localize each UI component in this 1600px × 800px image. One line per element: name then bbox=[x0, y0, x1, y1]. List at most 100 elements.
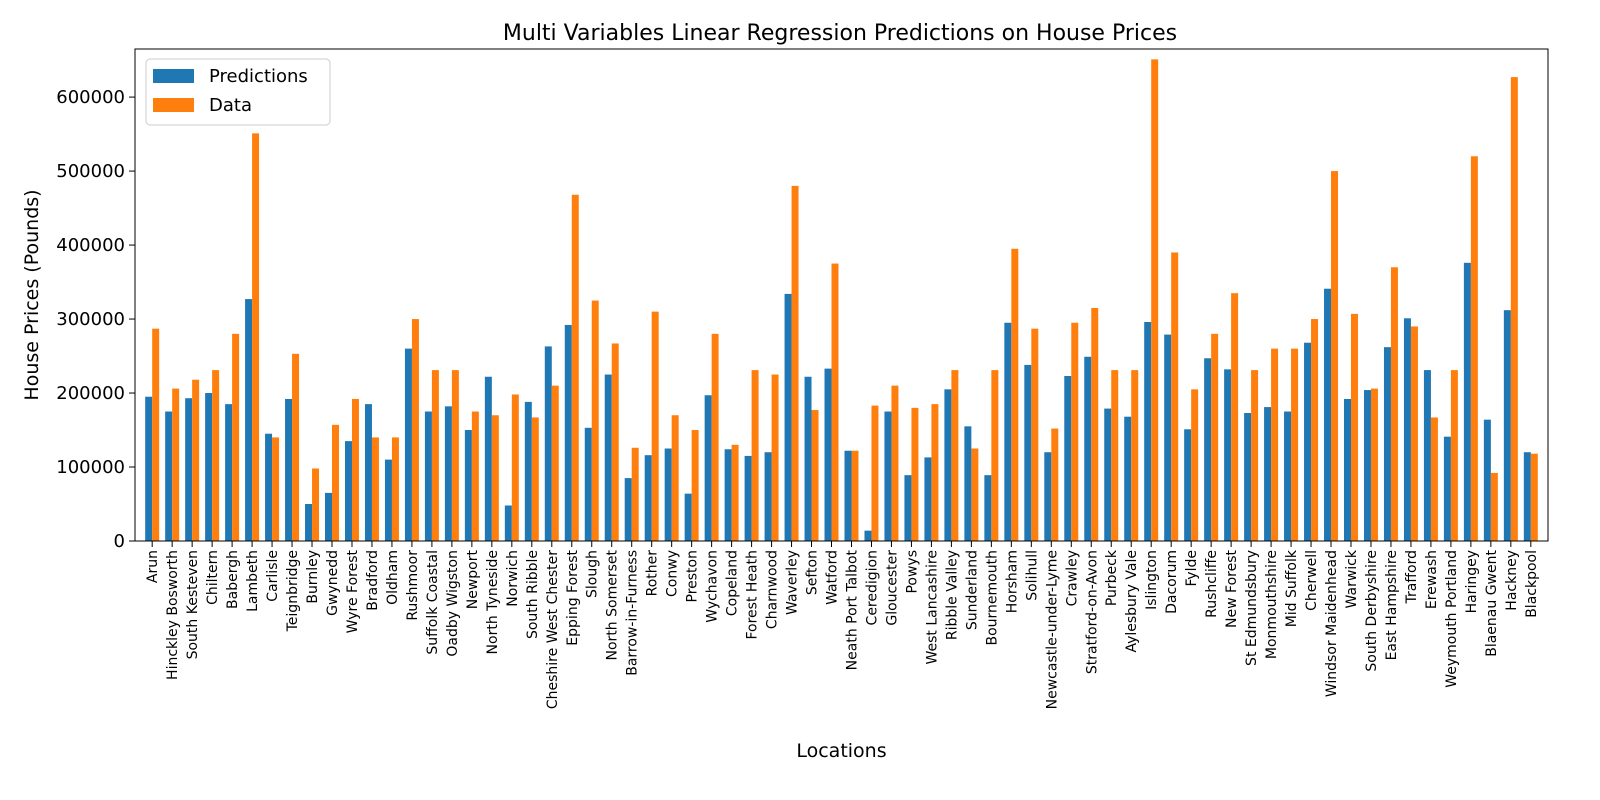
legend-label-predictions: Predictions bbox=[209, 66, 308, 87]
x-tick-label: Rushcliffe bbox=[1204, 550, 1220, 618]
bar-predictions bbox=[824, 368, 832, 541]
bar-data bbox=[1370, 388, 1378, 541]
bar-predictions bbox=[744, 455, 752, 541]
x-tick-label: Islington bbox=[1144, 550, 1160, 610]
bar-predictions bbox=[1423, 370, 1431, 541]
x-tick-label: Wyre Forest bbox=[345, 549, 361, 633]
x-tick-label: Bournemouth bbox=[984, 550, 1000, 645]
bar-predictions bbox=[245, 299, 253, 541]
bar-data bbox=[1051, 428, 1059, 541]
bar-data bbox=[1091, 307, 1099, 541]
x-tick-label: Burnley bbox=[305, 550, 321, 604]
bar-data bbox=[1151, 59, 1159, 541]
x-tick-label: Sefton bbox=[805, 550, 821, 595]
bar-data bbox=[252, 133, 260, 542]
bar-predictions bbox=[724, 449, 732, 541]
x-tick-label: Monmouthshire bbox=[1264, 550, 1280, 659]
x-tick-label: Blackpool bbox=[1524, 550, 1540, 618]
legend-label-data: Data bbox=[209, 95, 252, 116]
x-tick-label: Conwy bbox=[665, 550, 681, 597]
bar-data bbox=[371, 437, 379, 541]
bar-data bbox=[1211, 333, 1219, 541]
bar-data bbox=[611, 343, 619, 541]
bar-data bbox=[1530, 453, 1538, 541]
bar-predictions bbox=[404, 348, 412, 541]
x-tick-label: Copeland bbox=[725, 550, 741, 616]
y-tick-label: 0 bbox=[114, 531, 125, 552]
x-tick-label: Bradford bbox=[365, 550, 381, 611]
x-tick-label: North Somerset bbox=[605, 549, 621, 660]
bar-predictions bbox=[1004, 322, 1012, 541]
x-tick-label: Mid Suffolk bbox=[1284, 549, 1300, 627]
bar-predictions bbox=[764, 452, 772, 541]
bar-data bbox=[1191, 389, 1199, 541]
x-tick-label: Hinckley Bosworth bbox=[165, 550, 181, 680]
bar-data bbox=[911, 407, 919, 541]
bar-data bbox=[1291, 348, 1299, 541]
x-tick-label: Windsor Maidenhead bbox=[1324, 550, 1340, 697]
x-tick-label: Suffolk Coastal bbox=[425, 550, 441, 655]
x-tick-label: Barrow-in-Furness bbox=[625, 550, 641, 676]
x-tick-label: Preston bbox=[685, 550, 701, 602]
bar-data bbox=[1271, 348, 1279, 541]
bar-predictions bbox=[1144, 322, 1152, 541]
bar-predictions bbox=[804, 376, 812, 541]
bar-predictions bbox=[1084, 356, 1092, 541]
bar-data bbox=[511, 394, 519, 541]
bar-predictions bbox=[964, 426, 972, 541]
bar-data bbox=[651, 311, 659, 541]
bar-data bbox=[851, 450, 859, 541]
bar-data bbox=[1011, 248, 1019, 541]
x-tick-label: South Kesteven bbox=[185, 550, 201, 659]
bar-data bbox=[791, 185, 799, 541]
bar-data bbox=[1071, 322, 1079, 541]
bar-data bbox=[671, 415, 679, 541]
bar-data bbox=[1111, 370, 1119, 541]
x-tick-label: Hackney bbox=[1504, 550, 1520, 611]
x-axis-label: Locations bbox=[796, 740, 886, 762]
bar-predictions bbox=[1403, 318, 1411, 541]
bar-data bbox=[711, 333, 719, 541]
x-tick-label: Babergh bbox=[225, 550, 241, 609]
bar-predictions bbox=[1503, 310, 1511, 541]
bar-predictions bbox=[984, 475, 992, 541]
x-tick-label: Wychavon bbox=[705, 550, 721, 623]
bar-predictions bbox=[1463, 262, 1471, 541]
bar-data bbox=[351, 398, 359, 541]
bar-data bbox=[1450, 370, 1458, 541]
x-tick-label: Neath Port Talbot bbox=[844, 549, 860, 670]
x-tick-label: Arun bbox=[145, 550, 161, 583]
bar-predictions bbox=[644, 455, 652, 541]
plot-frame bbox=[134, 48, 1549, 542]
bar-predictions bbox=[1483, 419, 1491, 541]
x-tick-label: Fylde bbox=[1184, 550, 1200, 586]
bar-predictions bbox=[325, 492, 333, 541]
x-tick-label: Slough bbox=[585, 550, 601, 598]
bar-predictions bbox=[265, 433, 273, 541]
y-tick-label: 300000 bbox=[56, 309, 125, 330]
bar-data bbox=[1231, 293, 1239, 541]
bar-data bbox=[411, 319, 419, 541]
x-tick-label: Rushmoor bbox=[405, 550, 421, 621]
x-tick-label: Gloucester bbox=[884, 550, 900, 626]
x-axis: Arun Hinckley Bosworth South Kesteven Chilt… bbox=[145, 541, 1540, 709]
x-tick-label: Crawley bbox=[1064, 550, 1080, 606]
bar-data bbox=[631, 447, 639, 541]
bar-data bbox=[731, 444, 739, 541]
bar-data bbox=[871, 405, 879, 541]
bar-data bbox=[531, 417, 539, 541]
legend: Predictions Data bbox=[145, 58, 331, 126]
y-axis-label: House Prices (Pounds) bbox=[21, 189, 43, 400]
bar-predictions bbox=[584, 427, 592, 541]
bar-predictions bbox=[165, 411, 173, 541]
bar-data bbox=[471, 411, 479, 541]
legend-swatch-predictions bbox=[153, 69, 194, 83]
bar-data bbox=[951, 370, 959, 541]
bar-data bbox=[1350, 313, 1358, 541]
bars-group bbox=[145, 59, 1538, 542]
chart-title: Multi Variables Linear Regression Predic… bbox=[503, 21, 1177, 46]
x-tick-label: Newport bbox=[465, 549, 481, 609]
bar-data bbox=[232, 333, 240, 541]
x-tick-label: Ribble Valley bbox=[944, 550, 960, 640]
x-tick-label: Lambeth bbox=[245, 550, 261, 612]
